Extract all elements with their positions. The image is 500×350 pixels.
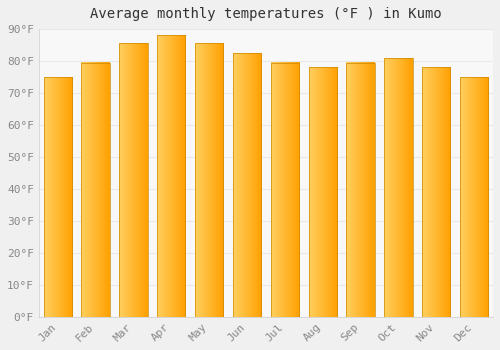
Bar bbox=[195, 43, 224, 317]
Title: Average monthly temperatures (°F ) in Kumo: Average monthly temperatures (°F ) in Ku… bbox=[90, 7, 442, 21]
Bar bbox=[119, 43, 148, 317]
Bar bbox=[460, 77, 488, 317]
Bar bbox=[233, 53, 261, 317]
Bar bbox=[157, 35, 186, 317]
Bar bbox=[422, 68, 450, 317]
Bar bbox=[308, 68, 337, 317]
Bar bbox=[44, 77, 72, 317]
Bar bbox=[384, 58, 412, 317]
Bar bbox=[270, 63, 299, 317]
Bar bbox=[346, 63, 375, 317]
Bar bbox=[82, 63, 110, 317]
